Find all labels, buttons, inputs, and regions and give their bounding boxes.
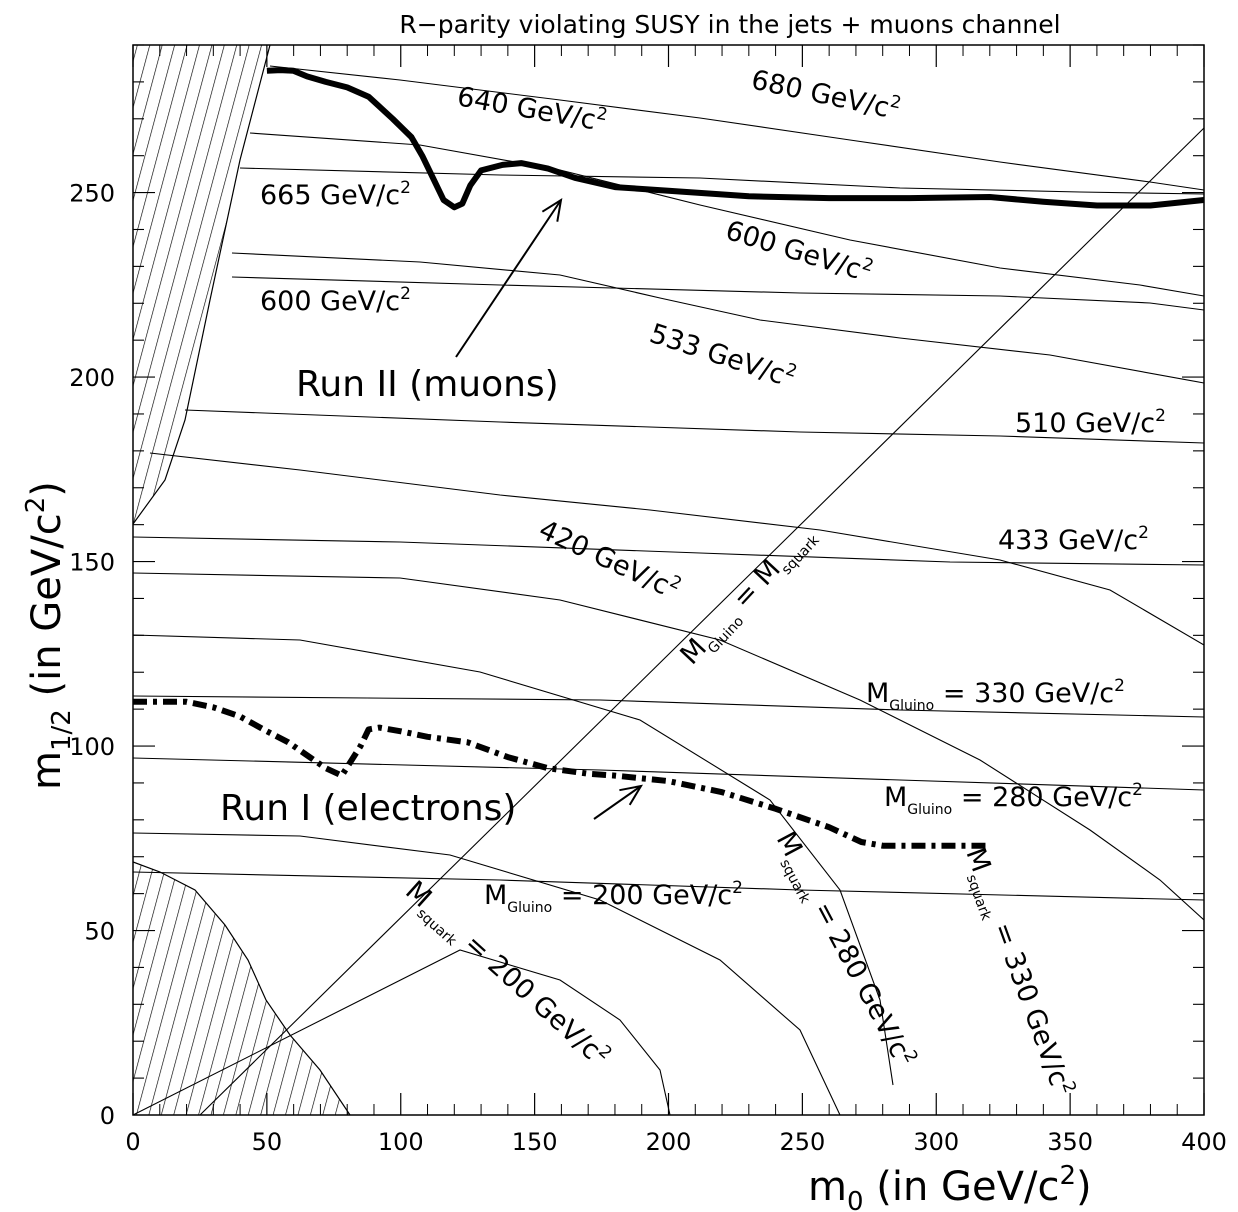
svg-text:665 GeV/c2: 665 GeV/c2 <box>260 178 411 211</box>
label-533: 533 GeV/c2 <box>646 316 800 394</box>
limit-curve <box>133 698 990 849</box>
y-tick-label: 250 <box>69 180 115 208</box>
svg-text:MGluino = 280 GeV/c2: MGluino = 280 GeV/c2 <box>884 780 1143 818</box>
x-tick-label: 300 <box>913 1128 959 1156</box>
svg-text:420 GeV/c2: 420 GeV/c2 <box>534 512 685 606</box>
x-tick-label: 150 <box>512 1128 558 1156</box>
svg-text:MGluino = 330 GeV/c2: MGluino = 330 GeV/c2 <box>866 676 1125 714</box>
mass-contour-line <box>133 871 1204 901</box>
svg-text:640 GeV/c2: 640 GeV/c2 <box>455 79 609 138</box>
mass-contour-line <box>133 949 671 1115</box>
mass-contour-line <box>133 832 841 1115</box>
label-run2: Run II (muons) <box>296 364 559 405</box>
mass-contour-line <box>133 634 894 1086</box>
mass-contour-line <box>133 572 1204 921</box>
x-axis-title: m0 (in GeV/c2) <box>808 1161 1092 1212</box>
excluded-boundary-top <box>133 45 271 525</box>
excluded-boundary-bottom <box>133 861 351 1115</box>
label-600-flat: 600 GeV/c2 <box>260 284 411 317</box>
x-tick-label: 250 <box>779 1128 825 1156</box>
mass-contour-line <box>133 536 1204 566</box>
mass-contours <box>133 65 1204 1115</box>
svg-text:MGluino = Msquark: MGluino = Msquark <box>674 518 823 674</box>
x-tick-label: 0 <box>125 1128 140 1156</box>
label-433: 433 GeV/c2 <box>998 523 1149 556</box>
svg-text:600 GeV/c2: 600 GeV/c2 <box>722 213 876 289</box>
mass-contour-line <box>149 452 1204 646</box>
diagonal-equal-mass-line <box>199 127 1204 1115</box>
arrow-shaft <box>593 785 642 820</box>
svg-text:Msquark = 330 GeV/c2: Msquark = 330 GeV/c2 <box>955 843 1080 1102</box>
mass-contour-line <box>231 252 1204 384</box>
excluded-region-bottom <box>133 862 350 1115</box>
label-run1: Run I (electrons) <box>220 788 516 829</box>
limit-curves <box>133 67 1204 849</box>
label-680: 680 GeV/c2 <box>749 63 903 127</box>
x-tick-label: 50 <box>252 1128 283 1156</box>
excluded-regions <box>133 45 351 1115</box>
mass-contour-line <box>269 65 1204 191</box>
svg-text:Msquark = 280 GeV/c2: Msquark = 280 GeV/c2 <box>765 826 921 1075</box>
svg-text:680 GeV/c2: 680 GeV/c2 <box>749 63 903 127</box>
mass-contour-line <box>133 757 1204 791</box>
annotation-arrows <box>455 197 644 820</box>
mass-contour-line <box>239 167 1204 195</box>
chart-title: R−parity violating SUSY in the jets + mu… <box>399 10 1060 39</box>
svg-text:600 GeV/c2: 600 GeV/c2 <box>260 284 411 317</box>
x-tick-label: 350 <box>1047 1128 1093 1156</box>
mass-contour-line <box>184 409 1204 444</box>
label-665: 665 GeV/c2 <box>260 178 411 211</box>
label-diagonal: MGluino = Msquark <box>674 518 823 674</box>
mass-contour-line <box>231 276 1204 311</box>
label-510: 510 GeV/c2 <box>1015 406 1166 439</box>
label-squark-330: Msquark = 330 GeV/c2 <box>955 843 1080 1102</box>
label-gluino-200: MGluino = 200 GeV/c2 <box>484 878 743 916</box>
arrow-head <box>619 784 644 806</box>
label-420: 420 GeV/c2 <box>534 512 685 606</box>
y-axis-title: m1/2 (in GeV/c2) <box>21 481 77 790</box>
svg-text:533 GeV/c2: 533 GeV/c2 <box>646 316 800 394</box>
mass-contour-line <box>133 695 1204 718</box>
svg-text:433 GeV/c2: 433 GeV/c2 <box>998 523 1149 556</box>
x-tick-label: 100 <box>378 1128 424 1156</box>
svg-text:m1/2 (in GeV/c2): m1/2 (in GeV/c2) <box>21 481 77 790</box>
y-tick-label: 0 <box>100 1102 115 1130</box>
label-gluino-330: MGluino = 330 GeV/c2 <box>866 676 1125 714</box>
y-tick-label: 100 <box>69 733 115 761</box>
label-640: 640 GeV/c2 <box>455 79 609 138</box>
chart-annotations: Run II (muons) Run I (electrons) 680 GeV… <box>220 63 1166 1102</box>
mass-contour-line <box>249 132 1204 297</box>
x-tick-label: 400 <box>1181 1128 1227 1156</box>
label-600-tilted: 600 GeV/c2 <box>722 213 876 289</box>
arrow-shaft <box>455 199 562 358</box>
x-tick-label: 200 <box>646 1128 692 1156</box>
arrow-head <box>541 197 563 222</box>
y-tick-label: 150 <box>69 549 115 577</box>
label-gluino-280: MGluino = 280 GeV/c2 <box>884 780 1143 818</box>
svg-text:510 GeV/c2: 510 GeV/c2 <box>1015 406 1166 439</box>
y-tick-label: 50 <box>84 918 115 946</box>
svg-text:MGluino = 200 GeV/c2: MGluino = 200 GeV/c2 <box>484 878 743 916</box>
axis-ticks: 0 50 100 150 200 250 300 350 400 0 50 100 150 200 250 <box>69 44 1227 1156</box>
limit-curve <box>266 67 1204 211</box>
label-squark-280: Msquark = 280 GeV/c2 <box>765 826 922 1075</box>
excluded-region-top <box>133 45 270 524</box>
y-tick-label: 200 <box>69 364 115 392</box>
svg-text:m0 (in GeV/c2): m0 (in GeV/c2) <box>808 1161 1092 1212</box>
